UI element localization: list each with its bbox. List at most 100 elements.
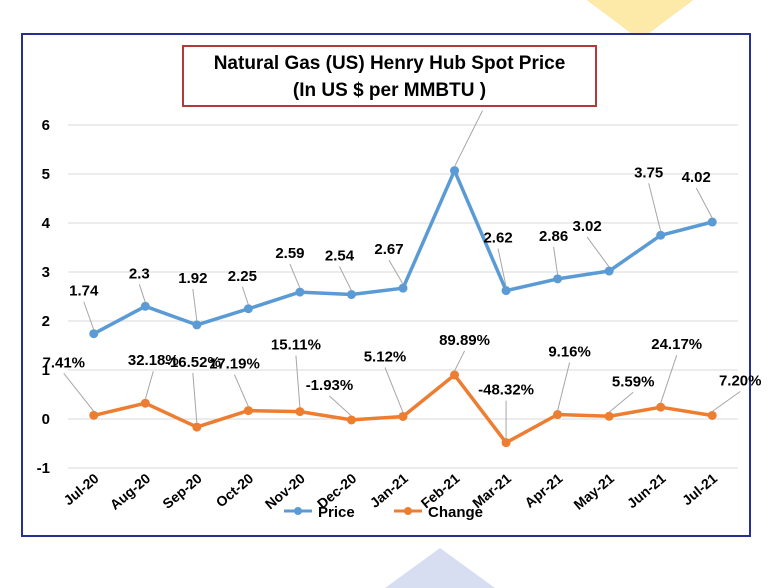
y-tick-label: 0 (42, 411, 50, 428)
x-tick-label: May-21 (570, 470, 617, 513)
data-label-change: 7.41% (42, 354, 85, 371)
legend-change-marker (404, 507, 412, 515)
legend-price-label: Price (318, 504, 355, 521)
data-label-price: 2.3 (129, 265, 150, 282)
x-tick-label: Nov-20 (262, 470, 308, 512)
legend-change-label: Change (428, 504, 483, 521)
chart-title: Natural Gas (US) Henry Hub Spot Price (I… (182, 45, 597, 107)
data-point-change (243, 406, 253, 416)
data-label-change: 15.11% (271, 337, 321, 354)
data-label-change: 5.12% (364, 348, 407, 365)
y-axis: -1 0 1 2 3 4 5 6 (37, 117, 51, 477)
y-tick-label: 1 (42, 362, 50, 379)
leader-line (233, 374, 249, 407)
data-point-change (553, 410, 563, 420)
data-label-price: 3.02 (573, 218, 602, 235)
legend-price-marker (294, 507, 302, 515)
y-tick-label: 3 (42, 264, 50, 281)
leader-line (454, 110, 483, 167)
leader-line (339, 266, 352, 291)
leader-line (557, 362, 571, 411)
leader-line (138, 284, 146, 303)
x-tick-label: Jul-20 (60, 470, 101, 508)
leader-line (660, 354, 678, 404)
leader-line (295, 355, 301, 408)
x-tick-label: Apr-21 (521, 470, 565, 511)
data-label-price: 2.25 (228, 268, 257, 285)
data-point-change (398, 411, 408, 421)
data-point-price (398, 283, 408, 293)
y-tick-label: 2 (42, 313, 50, 330)
leader-line (608, 391, 634, 413)
x-axis: Jul-20 Aug-20 Sep-20 Oct-20 Nov-20 Dec-20 Jan-… (60, 470, 720, 513)
data-point-change (501, 438, 511, 448)
leader-line (192, 288, 198, 321)
data-label-change: 5.59% (612, 373, 655, 390)
data-label-price: 2.62 (483, 230, 512, 247)
data-point-change (707, 410, 717, 420)
data-point-price (295, 287, 305, 297)
x-tick-label: Jul-21 (679, 470, 720, 508)
leader-line (695, 187, 713, 219)
data-label-change: 17.19% (209, 356, 260, 373)
y-tick-label: -1 (37, 460, 50, 477)
data-label-price: 1.92 (178, 270, 207, 287)
data-label-change: 24.17% (651, 336, 702, 353)
data-labels: 1.742.31.922.252.592.542.675.072.622.863… (42, 92, 762, 439)
data-point-change (346, 415, 356, 425)
line-chart: -1 0 1 2 3 4 5 6 Jul-20 Aug-20 Sep-20 Oct-20 Nov-20… (37, 92, 762, 521)
data-point-price (192, 320, 202, 330)
leader-line (388, 259, 404, 285)
data-label-price: 3.75 (634, 164, 663, 181)
leader-line (711, 391, 741, 412)
data-point-price (656, 230, 666, 240)
legend: Price Change (284, 504, 483, 521)
leader-line (192, 373, 198, 424)
leader-line (586, 236, 610, 268)
data-label-price: 1.74 (69, 283, 99, 300)
data-point-change (604, 411, 614, 421)
leader-line (329, 395, 352, 417)
leader-line (241, 286, 249, 305)
data-label-change: 32.18% (128, 352, 179, 369)
data-label-change: -48.32% (478, 382, 534, 399)
data-label-change: 9.16% (548, 344, 591, 361)
data-label-change: -16.52% (165, 354, 221, 371)
x-tick-label: Sep-20 (159, 470, 205, 512)
leader-line (553, 246, 559, 275)
leader-line (63, 373, 95, 412)
data-label-change: -1.93% (306, 377, 354, 394)
chart-title-line1: Natural Gas (US) Henry Hub Spot Price (213, 53, 566, 74)
data-label-price: 4.02 (682, 169, 711, 186)
leader-line (144, 371, 154, 400)
data-label-price: 2.54 (325, 248, 355, 265)
series-layer (89, 166, 717, 448)
leader-line (454, 350, 465, 372)
x-tick-label: Jan-21 (367, 470, 411, 511)
leader-line (648, 183, 662, 232)
data-point-change (656, 402, 666, 412)
data-point-change (140, 398, 150, 408)
data-label-change: 7.20% (719, 372, 762, 389)
x-tick-label: Aug-20 (107, 470, 154, 513)
data-point-price (450, 166, 460, 176)
x-tick-label: Jun-21 (624, 470, 669, 511)
data-point-price (346, 290, 356, 300)
data-point-price (501, 286, 511, 296)
y-tick-label: 4 (42, 215, 51, 232)
data-label-change: 89.89% (439, 332, 490, 349)
data-point-change (192, 422, 202, 432)
leader-line (384, 367, 404, 413)
data-point-change (89, 410, 99, 420)
data-point-price (707, 217, 717, 227)
leader-line (497, 248, 507, 287)
data-point-change (450, 370, 460, 380)
data-point-price (89, 329, 99, 339)
chart-title-line2: (In US $ per MMBTU ) (292, 80, 487, 101)
y-tick-label: 6 (42, 117, 50, 134)
data-point-price (553, 274, 563, 284)
data-label-price: 2.67 (374, 241, 403, 258)
gridlines (68, 124, 738, 469)
chart-frame (21, 33, 751, 537)
data-point-change (295, 407, 305, 417)
